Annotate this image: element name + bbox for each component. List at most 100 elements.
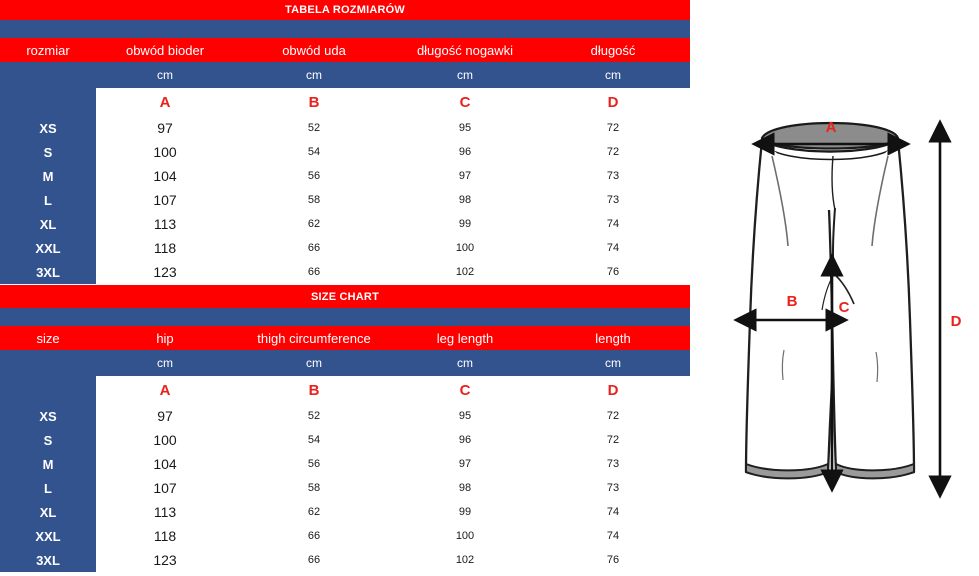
cell-size: M [42, 456, 54, 472]
cell-length: 73 [606, 482, 620, 494]
letter-a-polish: A [159, 93, 171, 111]
header-length-polish: długość [590, 42, 636, 58]
cell-thigh: 62 [307, 506, 321, 518]
header-hip-english: hip [156, 330, 174, 346]
unit-thigh-polish: cm [306, 68, 322, 82]
unit-leg-length-english: cm [457, 356, 473, 370]
cell-hip: 123 [153, 264, 177, 280]
cell-thigh: 58 [307, 194, 321, 206]
units-row-polish: cm cm cm cm [0, 62, 690, 88]
left-knee-crease [781, 349, 785, 381]
cell-thigh: 62 [307, 218, 321, 230]
cell-leg-length: 100 [455, 242, 475, 254]
cell-length: 73 [606, 458, 620, 470]
cell-length: 76 [606, 266, 620, 278]
cell-hip: 100 [153, 432, 177, 448]
header-row-english: size hip thigh circumference leg length … [0, 326, 690, 350]
cell-size: XXL [35, 528, 61, 544]
cell-hip: 118 [153, 528, 177, 544]
cell-length: 74 [606, 506, 620, 518]
cell-hip: 113 [153, 504, 177, 520]
dimension-label-d: D [951, 313, 962, 330]
fly-line [831, 155, 836, 211]
table-row: M 104 56 97 73 [0, 164, 690, 188]
table-row: XXL 118 66 100 74 [0, 236, 690, 260]
unit-length-english: cm [605, 356, 621, 370]
cell-length: 73 [606, 194, 620, 206]
cell-hip: 113 [153, 216, 177, 232]
table-row: L 107 58 98 73 [0, 476, 690, 500]
unit-hip-english: cm [157, 356, 173, 370]
unit-thigh-english: cm [306, 356, 322, 370]
cell-leg-length: 102 [455, 554, 475, 566]
cell-size: XL [39, 504, 57, 520]
cell-size: 3XL [36, 264, 60, 280]
dimension-label-a: A [826, 119, 837, 136]
cell-leg-length: 102 [455, 266, 475, 278]
cell-leg-length: 100 [455, 530, 475, 542]
letter-d-english: D [607, 381, 619, 399]
cell-size: S [43, 432, 53, 448]
cell-length: 72 [606, 410, 620, 422]
cell-hip: 118 [153, 240, 177, 256]
header-thigh-polish: obwód uda [282, 42, 346, 58]
table-row: L 107 58 98 73 [0, 188, 690, 212]
cell-length: 74 [606, 218, 620, 230]
cell-size: XS [39, 120, 57, 136]
cell-size: XXL [35, 240, 61, 256]
table-row: XS 97 52 95 72 [0, 116, 690, 140]
header-length-english: length [595, 330, 631, 346]
cell-leg-length: 98 [458, 482, 472, 494]
cell-hip: 104 [153, 168, 177, 184]
unit-size-english [0, 350, 96, 376]
cell-thigh: 66 [307, 554, 321, 566]
letter-c-polish: C [459, 93, 471, 111]
table-row: XS 97 52 95 72 [0, 404, 690, 428]
letter-row-english: A B C D [0, 376, 690, 404]
cell-thigh: 56 [307, 458, 321, 470]
header-leg-length-english: leg length [436, 330, 494, 346]
letter-c-english: C [459, 381, 471, 399]
cell-leg-length: 96 [458, 434, 472, 446]
cell-hip: 100 [153, 144, 177, 160]
cell-leg-length: 98 [458, 194, 472, 206]
cell-thigh: 66 [307, 530, 321, 542]
cell-leg-length: 99 [458, 506, 472, 518]
table-body-english: A B C D XS 97 52 95 72 S 100 54 96 72 M [0, 376, 690, 572]
trousers-measurement-diagram: A B C D [700, 60, 979, 520]
table-row: M 104 56 97 73 [0, 452, 690, 476]
cell-leg-length: 95 [458, 122, 472, 134]
cell-hip: 104 [153, 456, 177, 472]
cell-length: 74 [606, 242, 620, 254]
table-row: 3XL 123 66 102 76 [0, 548, 690, 572]
cell-leg-length: 96 [458, 146, 472, 158]
cell-thigh: 56 [307, 170, 321, 182]
cell-hip: 107 [153, 192, 177, 208]
table-row: S 100 54 96 72 [0, 428, 690, 452]
header-size-polish: rozmiar [26, 42, 70, 58]
cell-size: XL [39, 216, 57, 232]
table-row: 3XL 123 66 102 76 [0, 260, 690, 284]
letter-b-polish: B [308, 93, 320, 111]
table-row: XXL 118 66 100 74 [0, 524, 690, 548]
table-title-english: SIZE CHART [0, 285, 690, 308]
dimension-label-c: C [839, 299, 850, 316]
table-row: XL 113 62 99 74 [0, 212, 690, 236]
size-chart-table-polish: TABELA ROZMIARÓW rozmiar obwód bioder ob… [0, 0, 690, 284]
cell-thigh: 58 [307, 482, 321, 494]
letter-row-polish: A B C D [0, 88, 690, 116]
letter-d-polish: D [607, 93, 619, 111]
cell-thigh: 52 [307, 122, 321, 134]
title-spacer-band-english [0, 308, 690, 326]
cell-length: 72 [606, 146, 620, 158]
cell-thigh: 54 [307, 434, 321, 446]
table-row: XL 113 62 99 74 [0, 500, 690, 524]
unit-length-polish: cm [605, 68, 621, 82]
cell-size: L [44, 480, 52, 496]
table-row: S 100 54 96 72 [0, 140, 690, 164]
cell-leg-length: 95 [458, 410, 472, 422]
left-pocket-line [771, 155, 789, 247]
letter-b-english: B [308, 381, 320, 399]
header-hip-polish: obwód bioder [125, 42, 205, 58]
